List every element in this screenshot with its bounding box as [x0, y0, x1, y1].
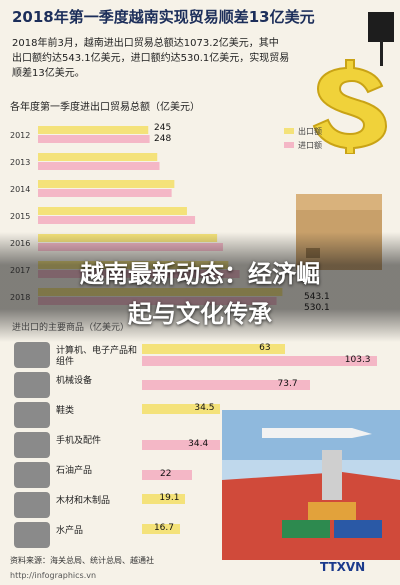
import-bar	[142, 470, 192, 480]
page-title: 2018年第一季度越南实现贸易顺差13亿美元	[12, 8, 315, 26]
year-label: 2014	[10, 185, 30, 194]
container	[282, 520, 330, 538]
crane-cable	[380, 40, 383, 66]
ttxvn-logo: TTXVN	[320, 560, 366, 574]
overlay-banner	[0, 232, 400, 342]
import-bar	[142, 440, 221, 450]
import-bar	[38, 189, 172, 197]
wood-icon	[14, 492, 50, 518]
export-bar	[142, 404, 221, 414]
year-label: 2015	[10, 212, 30, 221]
year-label: 2013	[10, 158, 30, 167]
overlay-title-line2: 起与文化传承	[128, 300, 272, 328]
import-bar	[142, 356, 377, 366]
intro-line: 2018年前3月，越南进出口贸易总额达1073.2亿美元，其中	[12, 38, 279, 49]
product-label: 木材和木制品	[56, 496, 111, 506]
source-note: 资料来源：海关总局、统计总局、越通社	[10, 556, 154, 565]
import-bar	[38, 216, 196, 224]
data-label: 530.1	[304, 303, 330, 313]
export-bar	[38, 207, 187, 215]
data-label: 22	[160, 469, 172, 479]
data-label: 245	[154, 123, 172, 133]
overlay-title-line1: 越南最新动态：经济崛	[80, 260, 320, 288]
phone-icon	[14, 432, 50, 458]
import-bar	[38, 162, 160, 170]
data-label: 34.5	[194, 403, 215, 413]
chart1-legend: 出口额 进口额	[284, 124, 344, 152]
export-bar	[142, 344, 286, 354]
export-bar	[38, 180, 175, 188]
data-label: 19.1	[159, 493, 180, 503]
year-label: 2012	[10, 131, 30, 140]
legend-label: 进口额	[298, 140, 322, 150]
data-label: 103.3	[344, 355, 371, 365]
legend-label: 出口额	[298, 126, 322, 136]
dollar-sign-icon	[312, 59, 388, 154]
airplane-icon	[262, 428, 372, 438]
oil-icon	[14, 462, 50, 488]
fish-icon	[14, 522, 50, 548]
intro-line: 顺差13亿美元。	[12, 68, 85, 79]
shoe-icon	[14, 402, 50, 428]
product-label: 计算机、电子产品和组件	[56, 346, 138, 367]
data-label: 248	[154, 134, 172, 144]
export-bar	[142, 494, 186, 504]
intro-text: 2018年前3月，越南进出口贸易总额达1073.2亿美元，其中 出口额约达543…	[12, 36, 290, 81]
computer-icon	[14, 342, 50, 368]
chart1-header: 各年度第一季度进出口贸易总额（亿美元）	[10, 102, 200, 113]
product-label: 手机及配件	[56, 436, 102, 446]
trade-photo	[222, 410, 400, 560]
legend-swatch	[284, 128, 294, 134]
legend-swatch	[284, 142, 294, 148]
data-label: 73.7	[277, 379, 298, 389]
product-label: 鞋类	[56, 406, 75, 416]
export-bar	[38, 126, 149, 134]
crane-icon	[368, 12, 394, 42]
crane-tower	[322, 450, 342, 500]
product-label: 石油产品	[56, 466, 93, 476]
export-bar	[38, 153, 158, 161]
data-label: 34.4	[188, 439, 209, 449]
data-label: 63	[259, 343, 271, 353]
container	[308, 502, 356, 520]
export-bar	[142, 524, 180, 534]
import-bar	[38, 135, 150, 143]
data-label: 543.1	[304, 292, 330, 302]
data-label: 16.7	[153, 523, 174, 533]
legend-item-import: 进口额	[284, 138, 344, 152]
legend-item-export: 出口额	[284, 124, 344, 138]
container	[334, 520, 382, 538]
product-label: 机械设备	[56, 376, 93, 386]
source-link[interactable]: http://infographics.vn	[10, 571, 97, 580]
gear-icon	[14, 372, 50, 398]
chart2-header: 进出口的主要商品（亿美元）	[12, 323, 130, 333]
intro-line: 出口额约达543.1亿美元，进口额约达530.1亿美元，实现贸易	[12, 53, 290, 64]
import-bar	[142, 380, 310, 390]
product-label: 水产品	[56, 526, 84, 536]
